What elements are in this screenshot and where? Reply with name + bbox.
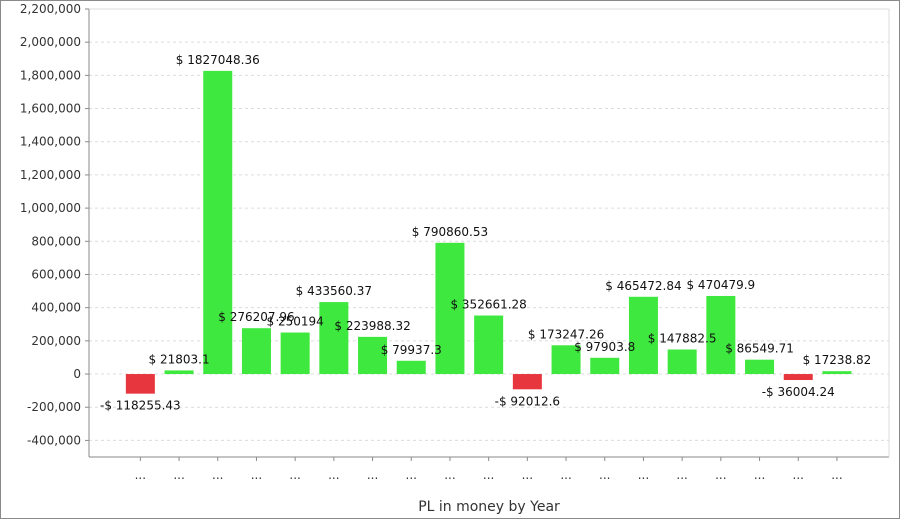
- data-label: $ 352661.28: [450, 298, 526, 312]
- data-label: $ 433560.37: [296, 284, 372, 298]
- bar: [203, 70, 233, 375]
- bar: [435, 242, 465, 375]
- x-category-label: ...: [715, 468, 726, 482]
- y-tick-label: -400,000: [27, 433, 81, 447]
- x-category-label: ...: [289, 468, 300, 482]
- x-category-label: ...: [676, 468, 687, 482]
- bar: [551, 345, 581, 375]
- x-category-label: ...: [483, 468, 494, 482]
- bar: [512, 374, 542, 390]
- x-category-label: ...: [173, 468, 184, 482]
- y-tick-label: 200,000: [31, 334, 81, 348]
- x-axis-title: PL in money by Year: [418, 499, 560, 515]
- x-category-label: ...: [406, 468, 417, 482]
- data-label: $ 21803.1: [149, 352, 210, 366]
- x-category-label: ...: [444, 468, 455, 482]
- y-tick-label: 600,000: [31, 267, 81, 281]
- x-category-label: ...: [135, 468, 146, 482]
- x-category-label: ...: [328, 468, 339, 482]
- bar: [474, 315, 504, 375]
- x-category-label: ...: [367, 468, 378, 482]
- data-label: $ 79937.3: [381, 343, 442, 357]
- bar: [396, 360, 426, 375]
- y-tick-label: 2,000,000: [20, 35, 81, 49]
- data-label: $ 276207.96: [218, 310, 294, 324]
- x-category-label: ...: [212, 468, 223, 482]
- bar: [319, 302, 349, 375]
- y-tick-label: 2,200,000: [20, 2, 81, 16]
- x-category-label: ...: [599, 468, 610, 482]
- bar: [125, 374, 155, 394]
- data-label: $ 97903.8: [574, 340, 635, 354]
- bar: [667, 349, 697, 375]
- y-tick-label: 1,200,000: [20, 168, 81, 182]
- y-tick-label: 400,000: [31, 301, 81, 315]
- data-label: $ 223988.32: [334, 319, 410, 333]
- bar: [280, 332, 310, 375]
- y-tick-label: 1,400,000: [20, 135, 81, 149]
- y-tick-label: 1,800,000: [20, 68, 81, 82]
- bar: [164, 370, 194, 375]
- data-labels: -$ 118255.43 $ 21803.1 $ 1827048.36 $ 27620…: [100, 53, 871, 413]
- bar: [628, 296, 658, 375]
- bar: [241, 328, 271, 375]
- data-label: -$ 118255.43: [100, 399, 181, 413]
- x-category-label: ...: [754, 468, 765, 482]
- bar: [706, 295, 736, 375]
- data-label: -$ 92012.6: [495, 394, 560, 408]
- x-category-label: ...: [831, 468, 842, 482]
- y-tick-label: 1,000,000: [20, 201, 81, 215]
- x-axis-categories: ........................................…: [135, 457, 843, 482]
- x-category-label: ...: [560, 468, 571, 482]
- data-label: -$ 36004.24: [762, 385, 835, 399]
- data-label: $ 465472.84: [605, 279, 681, 293]
- bar: [745, 359, 775, 375]
- data-label: $ 250194: [267, 315, 324, 329]
- data-label: $ 86549.71: [725, 342, 794, 356]
- y-tick-label: 0: [73, 367, 81, 381]
- bar: [783, 374, 813, 381]
- y-tick-label: -200,000: [27, 400, 81, 414]
- data-label: $ 147882.5: [648, 331, 717, 345]
- data-label: $ 790860.53: [412, 225, 488, 239]
- bar: [358, 336, 388, 375]
- data-label: $ 173247.26: [528, 327, 604, 341]
- y-axis-ticks: -400,000 -200,000 0 200,000 400,000 600,000 80…: [20, 2, 89, 447]
- x-category-label: ...: [251, 468, 262, 482]
- y-tick-label: 1,600,000: [20, 102, 81, 116]
- x-category-label: ...: [522, 468, 533, 482]
- x-category-label: ...: [638, 468, 649, 482]
- x-category-label: ...: [793, 468, 804, 482]
- data-label: $ 17238.82: [803, 353, 872, 367]
- y-tick-label: 800,000: [31, 234, 81, 248]
- data-label: $ 470479.9: [686, 278, 755, 292]
- data-label: $ 1827048.36: [176, 53, 260, 67]
- bars: [125, 70, 852, 394]
- bar: [822, 371, 852, 375]
- bar: [590, 357, 620, 375]
